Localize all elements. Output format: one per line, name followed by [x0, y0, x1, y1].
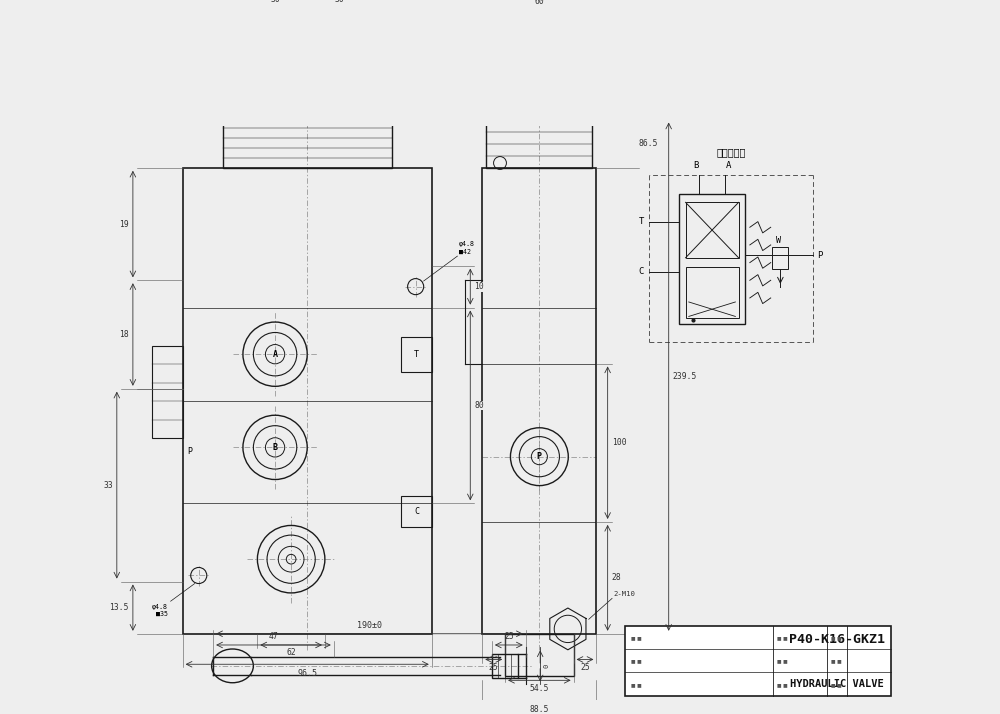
Text: 0: 0: [543, 664, 549, 668]
Text: 60: 60: [534, 0, 544, 6]
Text: ■ ■: ■ ■: [777, 635, 788, 640]
Text: ■ ■: ■ ■: [631, 658, 642, 663]
Bar: [679, 194, 745, 324]
Text: φ4.8
■42: φ4.8 ■42: [459, 241, 475, 254]
Bar: [486, 120, 592, 168]
Bar: [497, 79, 582, 120]
Text: ■ ■: ■ ■: [831, 635, 842, 640]
Text: P: P: [817, 251, 823, 260]
Text: 62: 62: [286, 648, 296, 657]
Text: P: P: [537, 452, 542, 461]
Text: 28: 28: [612, 573, 621, 583]
Text: W: W: [776, 236, 781, 245]
Text: C: C: [638, 268, 644, 276]
Text: 86.5: 86.5: [639, 139, 658, 149]
Text: 18: 18: [119, 330, 129, 339]
Bar: [482, 168, 596, 634]
Text: 54.5: 54.5: [530, 684, 549, 693]
Text: P: P: [188, 447, 193, 456]
Bar: [259, 44, 355, 78]
Text: 100: 100: [612, 438, 626, 447]
Bar: [223, 118, 392, 168]
Bar: [401, 336, 432, 372]
Bar: [152, 346, 183, 438]
Text: 25: 25: [504, 632, 514, 641]
Text: 190±0: 190±0: [357, 620, 382, 630]
Bar: [506, 46, 572, 79]
Text: 25: 25: [580, 663, 590, 673]
Bar: [772, 246, 788, 269]
Text: HYDRAULIC VALVE: HYDRAULIC VALVE: [790, 679, 884, 689]
Text: A: A: [726, 161, 731, 170]
Text: 2-M10: 2-M10: [614, 590, 636, 597]
Text: 19: 19: [119, 219, 129, 228]
Text: 96.5: 96.5: [297, 669, 317, 678]
Text: ■ ■: ■ ■: [831, 658, 842, 663]
Text: 33: 33: [103, 481, 113, 490]
Text: 80: 80: [474, 401, 484, 410]
Text: 10: 10: [474, 282, 484, 291]
Bar: [492, 654, 518, 678]
Text: 25: 25: [489, 663, 499, 673]
Text: P40-K16-GKZ1: P40-K16-GKZ1: [789, 633, 885, 646]
Text: A: A: [273, 350, 278, 358]
Bar: [625, 625, 891, 696]
Text: B: B: [273, 443, 278, 452]
Text: B: B: [693, 161, 698, 170]
Text: 30: 30: [334, 0, 344, 4]
Text: C: C: [414, 507, 419, 516]
Text: T: T: [638, 217, 644, 226]
Bar: [686, 202, 739, 258]
Text: ■ ■: ■ ■: [631, 635, 642, 640]
Bar: [183, 168, 432, 634]
Text: T: T: [414, 350, 419, 358]
Text: ■ ■: ■ ■: [777, 682, 788, 687]
Text: 液压原理图: 液压原理图: [716, 147, 746, 157]
Text: ■ ■: ■ ■: [631, 682, 642, 687]
Bar: [243, 78, 371, 118]
Text: 13.5: 13.5: [109, 603, 129, 612]
Bar: [505, 634, 574, 675]
Bar: [686, 268, 739, 318]
Text: 47: 47: [269, 632, 278, 641]
Text: 30: 30: [270, 0, 280, 4]
Text: 239.5: 239.5: [673, 372, 697, 381]
Text: 88.5: 88.5: [530, 705, 549, 714]
Text: ■ ■: ■ ■: [777, 658, 788, 663]
Text: φ4.8
■35: φ4.8 ■35: [152, 603, 168, 617]
Bar: [401, 496, 432, 527]
Text: ■ ■: ■ ■: [831, 682, 842, 687]
